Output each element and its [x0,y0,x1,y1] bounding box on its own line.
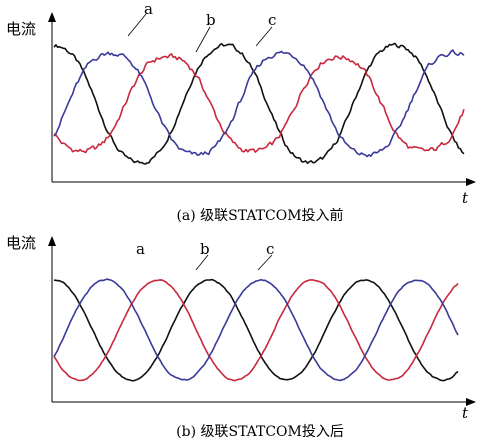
y-axis-label-b: 电流 [6,234,36,252]
y-axis-arrow-a [48,12,56,22]
chart-panel-b: 电流 t a b c (b) 级联STATCOM投入后 [6,234,476,440]
phase-label-b-b: b [200,240,210,258]
caption-b: (b) 级联STATCOM投入后 [176,424,344,440]
y-axis-label-a: 电流 [6,20,36,38]
series-line-a-a [53,42,465,165]
leader-line-b-c [257,254,273,271]
series-line-b-c [53,278,459,382]
series-line-a-c [53,49,465,158]
series-group-b [53,278,459,382]
phase-label-a-c: c [268,11,276,29]
x-axis-label-b: t [462,404,469,422]
leader-line-a-a [127,13,147,37]
phase-label-a-b: b [206,11,216,29]
series-line-a-b [53,53,465,154]
x-axis-label-a: t [462,189,469,207]
series-line-b-b [53,279,459,382]
phase-label-b-c: c [266,240,274,258]
phase-label-b-a: a [136,240,145,258]
leader-line-a-c [255,26,273,47]
chart-panel-a: 电流 t a b c (a) 级联STATCOM投入前 [6,0,476,224]
series-line-b-a [53,278,459,382]
y-axis-arrow-b [48,236,56,246]
leader-line-b-b [195,254,209,271]
phase-label-a-a: a [144,0,153,18]
x-axis-arrow-a [466,178,476,186]
leader-line-a-b [195,26,211,53]
x-axis-arrow-b [466,398,476,406]
series-group-a [53,42,465,165]
caption-a: (a) 级联STATCOM投入前 [176,207,343,224]
